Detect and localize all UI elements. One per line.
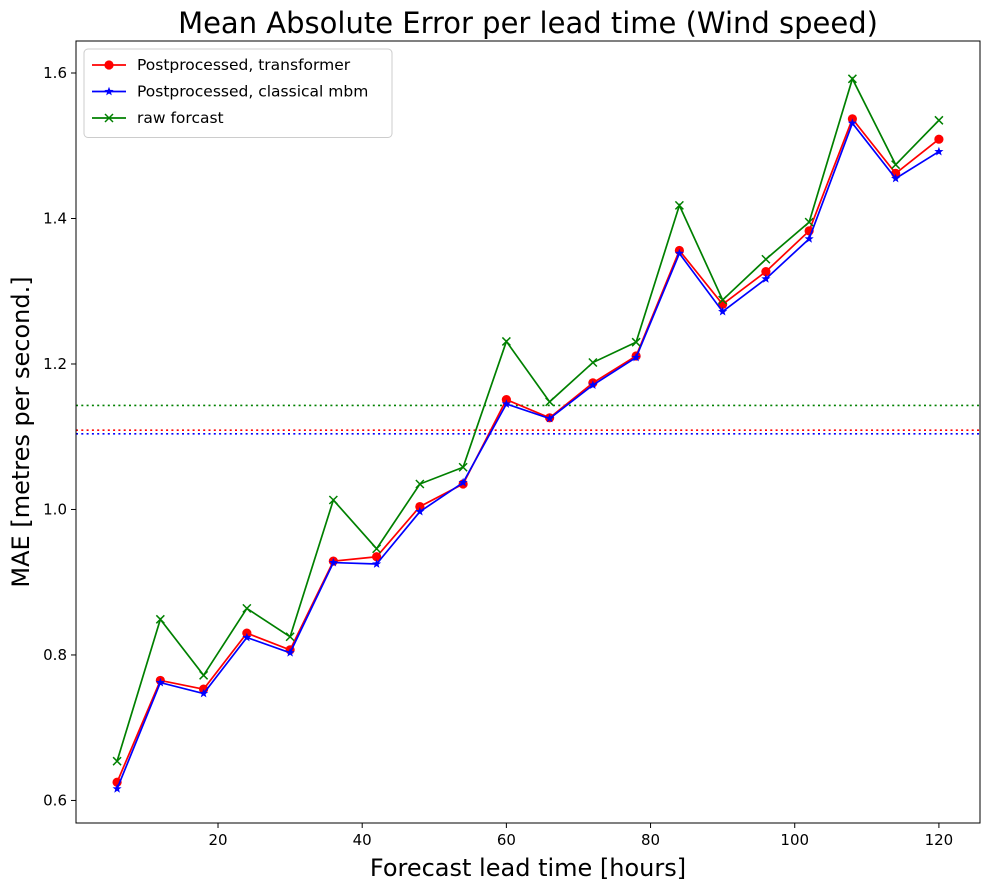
data-point-s2-18 bbox=[892, 161, 900, 169]
data-point-s0-19 bbox=[934, 135, 943, 144]
data-point-s2-10 bbox=[546, 398, 554, 406]
y-tick-label: 1.0 bbox=[43, 500, 67, 518]
series-line-0 bbox=[117, 119, 939, 782]
plot-frame bbox=[76, 41, 980, 823]
y-tick-label: 1.4 bbox=[43, 209, 67, 227]
x-tick-label: 60 bbox=[497, 831, 516, 849]
y-axis-label: MAE [metres per second.] bbox=[7, 276, 35, 587]
data-point-s2-6 bbox=[373, 545, 381, 553]
x-axis-label: Forecast lead time [hours] bbox=[370, 854, 686, 882]
series-line-2 bbox=[117, 79, 939, 761]
y-tick-label: 0.8 bbox=[43, 646, 67, 664]
x-tick-label: 40 bbox=[353, 831, 372, 849]
data-point-s2-2 bbox=[200, 671, 208, 679]
legend-marker-0 bbox=[104, 60, 113, 69]
x-tick-label: 120 bbox=[925, 831, 954, 849]
y-tick-label: 0.6 bbox=[43, 791, 67, 809]
x-tick-label: 80 bbox=[641, 831, 660, 849]
data-point-s2-8 bbox=[459, 463, 467, 471]
legend-label-2: raw forcast bbox=[137, 109, 224, 127]
y-tick-label: 1.2 bbox=[43, 355, 67, 373]
legend-label-0: Postprocessed, transformer bbox=[137, 56, 351, 74]
data-point-s2-19 bbox=[935, 116, 943, 124]
data-point-s2-15 bbox=[762, 255, 770, 263]
legend-label-1: Postprocessed, classical mbm bbox=[137, 83, 368, 101]
data-point-s2-3 bbox=[243, 604, 251, 612]
x-tick-label: 100 bbox=[780, 831, 809, 849]
legend: Postprocessed, transformer Postprocessed,… bbox=[84, 49, 392, 138]
data-point-s2-7 bbox=[416, 480, 424, 488]
series-line-1 bbox=[117, 123, 939, 789]
y-tick-label: 1.6 bbox=[43, 64, 67, 82]
x-tick-label: 20 bbox=[208, 831, 227, 849]
chart-title: Mean Absolute Error per lead time (Wind … bbox=[178, 6, 878, 40]
data-point-s2-9 bbox=[502, 337, 510, 345]
data-point-s2-11 bbox=[589, 359, 597, 367]
plot-area: 20 40 60 80 100 120 0.6 0.8 1.0 1.2 1.4 1.6 bbox=[43, 41, 980, 849]
